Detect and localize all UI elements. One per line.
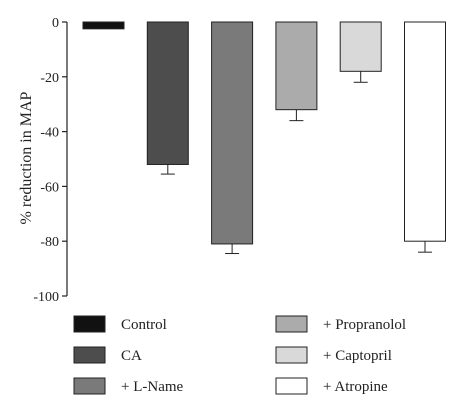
y-axis-label: % reduction in MAP <box>18 91 35 224</box>
y-tick-label: 0 <box>52 16 59 31</box>
legend-swatch <box>73 346 106 364</box>
legend-swatch <box>275 346 308 364</box>
bar <box>404 21 446 242</box>
bar <box>146 21 189 165</box>
legend-label: Control <box>121 317 167 333</box>
y-tick-label: -20 <box>40 71 59 86</box>
legend-label: + Captopril <box>323 348 392 364</box>
legend-label: CA <box>121 348 142 364</box>
bars-group <box>82 21 446 255</box>
legend-label: + L-Name <box>121 379 184 395</box>
y-tick-label: -100 <box>33 290 59 305</box>
y-tick-label: -60 <box>40 180 59 195</box>
legend-swatch <box>73 377 106 395</box>
y-tick-label: -80 <box>40 235 59 250</box>
bar <box>339 21 382 72</box>
legend-swatch <box>275 377 308 395</box>
legend-swatch <box>275 315 308 333</box>
legend: Control CA + L-Name + Propranolol + Captopri… <box>73 315 406 395</box>
bar <box>211 21 254 245</box>
legend-label: + Propranolol <box>323 317 406 333</box>
y-tick-label: -40 <box>40 126 59 141</box>
bar <box>82 21 125 30</box>
bar <box>275 21 318 111</box>
legend-label: + Atropine <box>323 379 388 395</box>
y-axis: 0 -20 -40 -60 -80 -100 <box>33 16 68 305</box>
legend-swatch <box>73 315 106 333</box>
